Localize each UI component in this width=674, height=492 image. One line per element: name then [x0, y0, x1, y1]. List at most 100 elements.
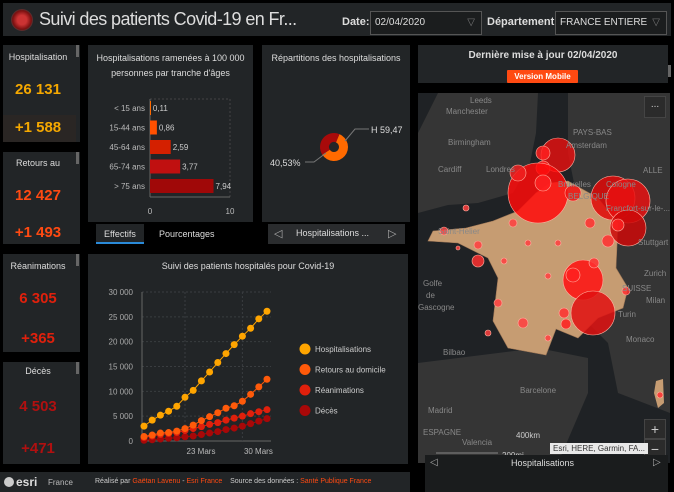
map-label: PAYS-BAS	[573, 128, 612, 137]
bar	[150, 179, 214, 193]
y-tick-label: 20 000	[109, 338, 134, 347]
data-point	[255, 408, 263, 416]
map-label: Milan	[646, 296, 665, 305]
map-canvas[interactable]: Leeds Manchester Birmingham Cardiff Londres A…	[418, 93, 670, 463]
donut-title: Répartitions des hospitalisations	[271, 53, 401, 63]
map-label: Cologne	[606, 180, 636, 189]
legend-label: Réanimations	[315, 386, 364, 395]
age-chart-title: Hospitalisations ramenées à 100 000	[96, 53, 245, 63]
legend-label: Décès	[315, 407, 338, 416]
data-point	[181, 393, 189, 401]
map-label: Turin	[618, 310, 636, 319]
category-label: < 15 ans	[114, 104, 145, 113]
version-mobile-button[interactable]: Version Mobile	[507, 70, 578, 83]
card-label: Retours au	[15, 158, 61, 168]
next-arrow-icon[interactable]: ▷	[388, 228, 397, 240]
hospitalisation-circles	[439, 137, 664, 399]
card-label: Hospitalisation	[8, 52, 68, 62]
series-line	[143, 310, 268, 427]
prev-arrow-icon[interactable]: ◁	[274, 228, 283, 240]
series-line	[143, 378, 268, 438]
map-view[interactable]: Leeds Manchester Birmingham Cardiff Londres A…	[418, 93, 670, 463]
slice-label-f: 40,53%	[270, 158, 301, 168]
data-point	[173, 402, 181, 410]
land-spain	[418, 348, 588, 463]
data-point	[181, 433, 189, 441]
tab-pourcentages[interactable]: Pourcentages	[159, 229, 215, 239]
data-point	[222, 350, 230, 358]
series-line	[143, 418, 268, 441]
map-label: ALLE	[643, 166, 663, 175]
map-label: Bilbao	[443, 348, 466, 357]
header-bar: Suivi des patients Covid-19 en Fr... Dat…	[3, 3, 671, 36]
card-hospitalisation: Hospitalisation 26 131 +1 588	[3, 45, 80, 142]
data-point	[238, 422, 246, 430]
author-link[interactable]: Gaëtan Lavenu	[132, 478, 181, 485]
scrollbar[interactable]	[668, 65, 671, 77]
x-tick-label: 23 Mars	[187, 447, 216, 456]
bar-value-label: 3,77	[182, 163, 198, 172]
x-tick-label: 30 Mars	[244, 447, 273, 456]
line-chart-title: Suivi des patients hospitalés pour Covid…	[161, 261, 335, 271]
date-label: Date:	[342, 16, 370, 28]
legend-marker	[299, 405, 311, 416]
data-point	[230, 424, 238, 432]
line-chart: 0 5 000 10 000 15 000 20 000 25 000 30 000 23 M…	[109, 288, 387, 456]
source-link[interactable]: Santé Publique France	[300, 478, 372, 485]
hospitalisation-circle	[473, 240, 483, 250]
map-label: Barcelone	[520, 386, 557, 395]
hospitalisation-circle	[611, 218, 625, 232]
tab-effectifs[interactable]: Effectifs	[96, 224, 144, 244]
department-select[interactable]: FRANCE ENTIERE ▽	[555, 11, 667, 35]
age-chart-panel: Hospitalisations ramenées à 100 000 pers…	[88, 45, 253, 222]
data-point	[165, 407, 173, 415]
hospitalisation-circle	[524, 239, 532, 247]
org-link[interactable]: Esri France	[186, 478, 223, 485]
hospitalisation-circle	[493, 298, 503, 308]
donut-nav-label: Hospitalisations ...	[296, 228, 370, 238]
map-attribution[interactable]: Esri, HERE, Garmin, FA...	[550, 443, 649, 454]
bar	[150, 101, 151, 115]
donut-nav: ◁ Hospitalisations ... ▷	[268, 224, 405, 244]
next-arrow-icon[interactable]: ▷	[653, 457, 661, 468]
data-point	[238, 397, 246, 405]
category-label: 45-64 ans	[109, 143, 145, 152]
zoom-in-button[interactable]: +	[644, 419, 666, 439]
data-point	[173, 434, 181, 442]
data-point	[156, 411, 164, 419]
age-chart-subtitle: personnes par tranche d'âges	[111, 68, 230, 78]
map-label: Francfort-sur-le-...	[606, 204, 670, 213]
scrollbar[interactable]	[76, 45, 79, 57]
y-tick-label: 30 000	[109, 288, 134, 297]
data-point	[255, 383, 263, 391]
hospitalisation-circle	[508, 218, 518, 228]
map-label: Leeds	[470, 96, 492, 105]
scrollbar[interactable]	[76, 152, 79, 164]
date-select[interactable]: 02/04/2020 ▽	[370, 11, 482, 35]
card-label: Réanimations	[10, 261, 66, 271]
card-value: 6 305	[19, 290, 57, 307]
series-line	[143, 409, 268, 439]
hospitalisation-circle	[535, 145, 551, 161]
map-menu-button[interactable]: ...	[644, 96, 666, 118]
data-point	[263, 406, 271, 414]
data-point	[214, 409, 222, 417]
data-point	[189, 432, 197, 440]
scrollbar[interactable]	[76, 254, 79, 266]
prev-arrow-icon[interactable]: ◁	[430, 457, 438, 468]
hospitalisation-circle	[534, 174, 552, 192]
department-label: Département:	[487, 16, 558, 28]
data-point	[206, 368, 214, 376]
data-point	[214, 359, 222, 367]
scrollbar[interactable]	[76, 362, 79, 374]
map-nav: ◁ Hospitalisations ▷	[425, 455, 668, 492]
hospitalisation-circle	[462, 204, 470, 212]
bar-value-label: 2,59	[173, 143, 189, 152]
update-panel: Dernière mise à jour 02/04/2020 Version …	[418, 45, 671, 83]
legend-label: Retours au domicile	[315, 366, 386, 375]
data-point	[181, 425, 189, 433]
x-tick-label: 0	[148, 207, 153, 216]
hospitalisation-circle	[558, 307, 570, 319]
hospitalisation-circle	[517, 317, 529, 329]
hospitalisation-circle	[509, 164, 527, 182]
